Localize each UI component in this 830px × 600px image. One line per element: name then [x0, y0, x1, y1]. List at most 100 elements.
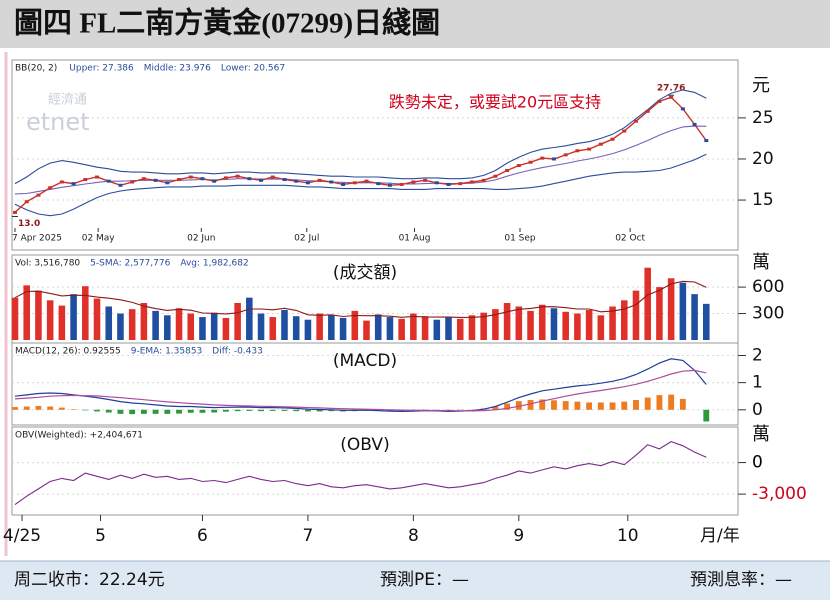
- volume-bar: [234, 302, 241, 340]
- close-point: [458, 182, 463, 186]
- volume-bar: [691, 294, 698, 340]
- diff-bar: [82, 409, 89, 411]
- volume-bar: [632, 290, 640, 340]
- close-point: [36, 193, 41, 197]
- time-tick-label: 7: [303, 526, 314, 546]
- diff-bar: [574, 401, 581, 410]
- legend-item: 5-SMA: 2,577,776: [90, 259, 170, 269]
- close-point: [411, 180, 416, 184]
- y-tick-label: 25: [752, 108, 774, 128]
- diff-bar: [152, 409, 159, 414]
- diff-bar: [129, 409, 136, 415]
- volume-bar: [363, 320, 370, 340]
- diff-bar: [597, 402, 604, 410]
- diff-bar: [58, 407, 65, 410]
- diff-bar: [609, 402, 616, 410]
- diff-bar: [164, 409, 171, 414]
- time-tick-label: 4/25: [3, 526, 41, 546]
- diff-bar: [656, 395, 663, 410]
- volume-bar: [82, 286, 89, 340]
- footer-band: [0, 561, 830, 600]
- diff-bar: [621, 401, 628, 410]
- time-unit: 月/年: [700, 526, 740, 546]
- diff-bar: [328, 409, 335, 412]
- panel-title: (OBV): [340, 435, 389, 455]
- diff-bar: [504, 403, 511, 410]
- footer-yield: 預測息率：—: [690, 570, 792, 590]
- y-tick-label: 15: [752, 190, 774, 210]
- diff-bar: [281, 409, 288, 411]
- volume-bar: [58, 305, 66, 340]
- obv-frame: [11, 426, 739, 516]
- close-point: [118, 183, 123, 187]
- x-tick-label: 01 Sep: [504, 234, 536, 244]
- close-point: [95, 175, 100, 179]
- sma-line: [14, 280, 707, 318]
- volume-bar: [46, 300, 54, 340]
- volume-bar: [468, 315, 476, 340]
- volume-bar: [386, 317, 394, 340]
- diff-bar: [35, 405, 42, 410]
- legend-item: Avg: 1,982,682: [180, 259, 248, 269]
- close-point: [423, 178, 428, 182]
- volume-bar: [667, 278, 675, 340]
- time-tick-label: 10: [617, 526, 639, 546]
- price-frame: [11, 59, 739, 251]
- y-tick-label: 20: [752, 149, 774, 169]
- close-point: [598, 142, 603, 146]
- annotation: 跌勢未定，或要試20元區支持: [389, 93, 601, 112]
- time-tick-label: 9: [513, 526, 524, 546]
- volume-bar: [222, 317, 230, 340]
- close-point: [341, 182, 346, 186]
- band-line: [14, 153, 707, 217]
- y-tick-label: -3,000: [752, 484, 807, 504]
- y-tick-label: 2: [752, 346, 763, 366]
- close-point: [165, 181, 170, 185]
- close-point: [317, 178, 322, 182]
- volume-bar: [152, 310, 159, 340]
- volume-bar: [257, 313, 265, 340]
- watermark: etnet: [26, 108, 90, 136]
- volume-bar: [304, 319, 312, 340]
- volume-bar: [374, 314, 382, 340]
- volume-bar: [23, 285, 30, 340]
- close-point: [434, 181, 439, 185]
- close-point: [48, 186, 53, 190]
- diff-bar: [12, 407, 18, 410]
- legend-item: Middle: 23.976: [144, 64, 211, 74]
- time-tick-label: 6: [197, 526, 208, 546]
- close-point: [669, 95, 674, 99]
- diff-bar: [527, 400, 534, 410]
- close-point: [71, 182, 76, 186]
- panel-title: (成交額): [333, 263, 397, 283]
- close-point: [13, 210, 17, 214]
- close-point: [551, 157, 556, 161]
- macd-frame: [11, 342, 739, 426]
- volume-bar: [210, 312, 218, 340]
- volume-bar: [492, 309, 499, 340]
- footer-close: 周二收市：22.24元: [14, 570, 165, 590]
- close-point: [364, 179, 369, 183]
- diff-bar: [586, 402, 593, 410]
- diff-bar: [140, 409, 147, 414]
- diff-bar: [117, 409, 124, 414]
- volume-bar: [70, 294, 77, 340]
- close-point: [387, 183, 392, 187]
- legend-item: MACD(12, 26): 0.92555: [15, 347, 121, 357]
- volume-bar: [93, 298, 101, 340]
- close-point: [587, 147, 592, 151]
- volume-bar: [281, 310, 288, 340]
- y-tick-label: 600: [752, 277, 784, 297]
- close-point: [141, 177, 146, 181]
- band-line: [14, 125, 707, 195]
- volume-bar: [128, 309, 136, 340]
- close-point: [177, 178, 182, 182]
- volume-bar: [269, 317, 277, 340]
- volume-bar: [703, 303, 710, 340]
- legend-item: Lower: 20.567: [221, 64, 285, 74]
- volume-bar: [597, 315, 605, 340]
- diff-bar: [269, 409, 276, 411]
- diff-bar: [668, 394, 675, 410]
- close-point: [282, 178, 287, 182]
